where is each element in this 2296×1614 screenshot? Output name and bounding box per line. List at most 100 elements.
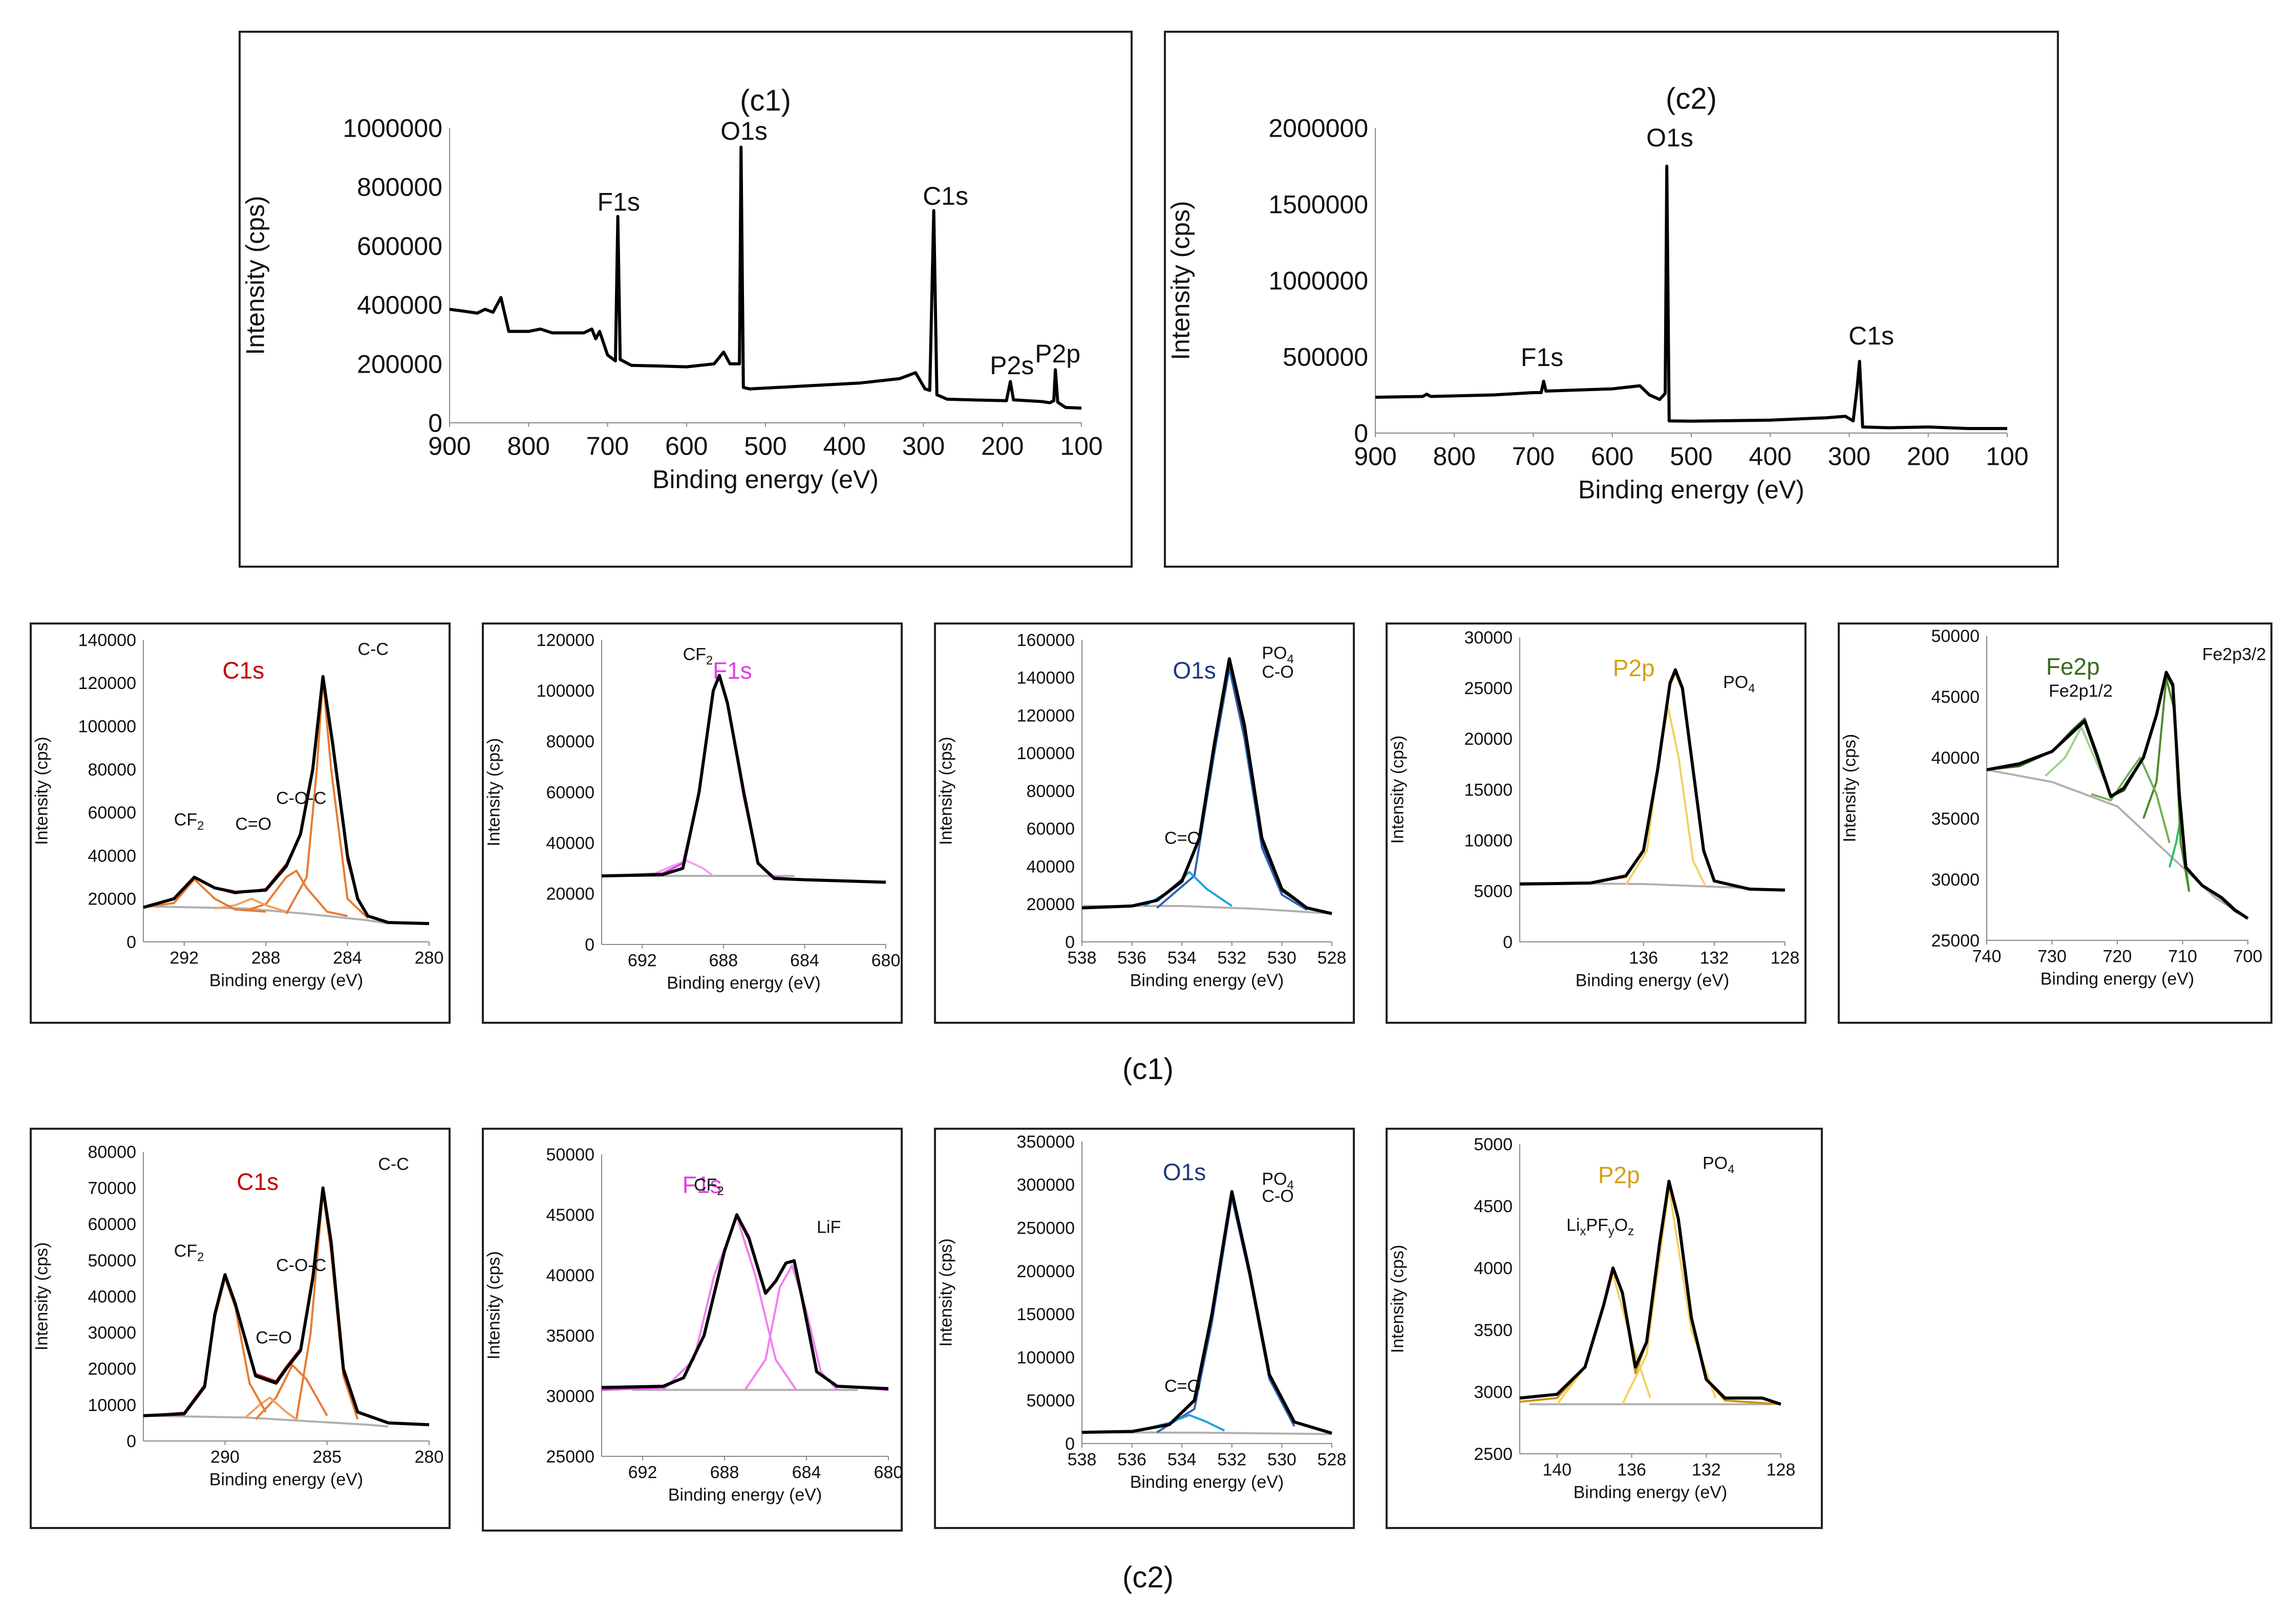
- peak-annotation: Fe2p1/2: [2049, 681, 2113, 701]
- y-tick-label: 0: [126, 933, 136, 952]
- x-tick-label: 140: [1542, 1460, 1571, 1480]
- x-tick-label: 684: [790, 951, 819, 971]
- caption-c2: (c2): [1122, 1561, 1174, 1594]
- x-tick-label: 200: [981, 432, 1024, 461]
- x-tick-label: 534: [1167, 949, 1197, 968]
- y-tick-label: 120000: [78, 674, 136, 693]
- x-tick-label: 800: [507, 432, 550, 461]
- y-tick-label: 20000: [1464, 729, 1513, 749]
- series-component-1: [2045, 726, 2112, 795]
- chart-c1-F1s: 0 20000 40000 60000 80000 100000 120000 692 688 6…: [482, 622, 903, 1024]
- x-tick-label: 700: [2234, 947, 2263, 966]
- peak-annotation: O1s: [720, 117, 768, 145]
- series-experimental: [1081, 1190, 1332, 1435]
- x-tick-label: 700: [1512, 442, 1555, 471]
- y-tick-label: 100000: [537, 681, 594, 701]
- x-tick-label: 280: [415, 949, 444, 968]
- y-tick-label: 200000: [1017, 1262, 1075, 1281]
- y-tick-label: 300000: [1017, 1175, 1075, 1195]
- y-tick-label: 4000: [1474, 1259, 1513, 1278]
- y-tick-label: 250000: [1017, 1218, 1075, 1238]
- peak-annotation: CF2: [174, 1241, 204, 1264]
- x-tick-label: 534: [1167, 1450, 1197, 1470]
- peak-annotation: C-C: [358, 640, 389, 659]
- y-tick-label: 40000: [546, 834, 594, 853]
- series-background: [1986, 768, 2249, 919]
- y-tick-label: 0: [585, 935, 594, 955]
- x-tick-label: 500: [744, 432, 786, 461]
- series-C-O-C: [254, 1364, 328, 1420]
- y-axis-label: Intensity (cps): [936, 737, 955, 845]
- y-tick-label: 60000: [1026, 820, 1075, 839]
- peak-annotation: CF2: [683, 645, 713, 668]
- peak-annotation: LixPFyOz: [1566, 1215, 1634, 1238]
- chart-c2-O1s: 0 50000 100000 150000 200000 250000 300000 3500…: [934, 1128, 1355, 1529]
- x-tick-label: 600: [665, 432, 708, 461]
- y-tick-label: 160000: [1017, 631, 1075, 650]
- series-experimental: [143, 675, 430, 926]
- peak-annotation: P2p: [1035, 339, 1080, 368]
- peak-annotation: LiF: [817, 1217, 841, 1237]
- y-axis-label: Intensity (cps): [1388, 736, 1407, 844]
- peak-annotation: Fe2p3/2: [2202, 645, 2266, 664]
- y-tick-label: 0: [1065, 1434, 1075, 1454]
- peak-annotation: C=O: [256, 1328, 292, 1347]
- y-tick-label: 4500: [1474, 1197, 1513, 1216]
- x-axis-label: Binding energy (eV): [2040, 970, 2195, 989]
- peak-annotation: PO4: [1262, 1169, 1293, 1192]
- chart-c2-P2p: 2500 3000 3500 4000 4500 5000 140 136 132 128 Bind…: [1386, 1128, 1823, 1529]
- y-tick-label: 20000: [88, 1360, 136, 1379]
- chart-title: C1s: [222, 657, 264, 684]
- y-tick-label: 20000: [1026, 895, 1075, 914]
- peak-annotation: C1s: [923, 182, 968, 210]
- x-tick-label: 128: [1771, 949, 1800, 968]
- series-survey: [1375, 164, 2007, 431]
- x-axis-label: Binding energy (eV): [668, 1486, 822, 1505]
- y-axis-label: Intensity (cps): [32, 737, 51, 845]
- y-tick-label: 30000: [1464, 628, 1513, 648]
- y-tick-label: 1000000: [343, 114, 442, 143]
- y-tick-label: 100000: [1017, 744, 1075, 763]
- y-tick-label: 60000: [88, 803, 136, 823]
- y-tick-label: 50000: [1931, 627, 1980, 646]
- series-PO4: [1156, 667, 1308, 911]
- y-tick-label: 45000: [546, 1206, 594, 1225]
- x-tick-label: 100: [1986, 442, 2028, 471]
- x-tick-label: 800: [1433, 442, 1476, 471]
- x-tick-label: 292: [169, 949, 199, 968]
- x-tick-label: 688: [710, 1463, 739, 1482]
- y-tick-label: 20000: [88, 890, 136, 909]
- y-tick-label: 20000: [546, 885, 594, 904]
- x-tick-label: 300: [902, 432, 945, 461]
- peak-annotation: C-O-C: [276, 1256, 326, 1275]
- chart-frame: [1386, 1128, 1823, 1529]
- y-tick-label: 10000: [88, 1395, 136, 1415]
- x-tick-label: 200: [1907, 442, 1949, 471]
- peak-annotation: C1s: [1848, 321, 1894, 350]
- y-axis-label: Intensity (cps): [241, 196, 270, 355]
- chart-title: F1s: [683, 1172, 722, 1198]
- chart-frame: [934, 622, 1355, 1024]
- x-tick-label: 532: [1217, 1450, 1246, 1470]
- series-LiF: [744, 1264, 838, 1391]
- y-tick-label: 30000: [1931, 870, 1980, 890]
- y-axis-label: Intensity (cps): [32, 1242, 51, 1351]
- peak-annotation: P2s: [990, 351, 1034, 380]
- x-tick-label: 600: [1591, 442, 1633, 471]
- chart-title: O1s: [1163, 1159, 1206, 1186]
- y-tick-label: 0: [1354, 419, 1368, 448]
- chart-survey-c2: 0 500000 1000000 1500000 2000000 900 800 700 600…: [1164, 31, 2059, 568]
- series-component: [1625, 707, 1707, 887]
- x-axis-label: Binding energy (eV): [209, 1470, 364, 1490]
- series-experimental: [1519, 1179, 1781, 1406]
- series-experimental: [1986, 671, 2249, 920]
- y-tick-label: 50000: [88, 1251, 136, 1271]
- y-axis-label: Intensity (cps): [936, 1238, 955, 1347]
- x-tick-label: 900: [428, 432, 471, 461]
- y-axis-label: Intensity (cps): [1388, 1245, 1407, 1353]
- chart-title: P2p: [1598, 1161, 1640, 1188]
- y-tick-label: 60000: [88, 1215, 136, 1234]
- chart-title: O1s: [1173, 657, 1216, 684]
- x-tick-label: 136: [1629, 949, 1658, 968]
